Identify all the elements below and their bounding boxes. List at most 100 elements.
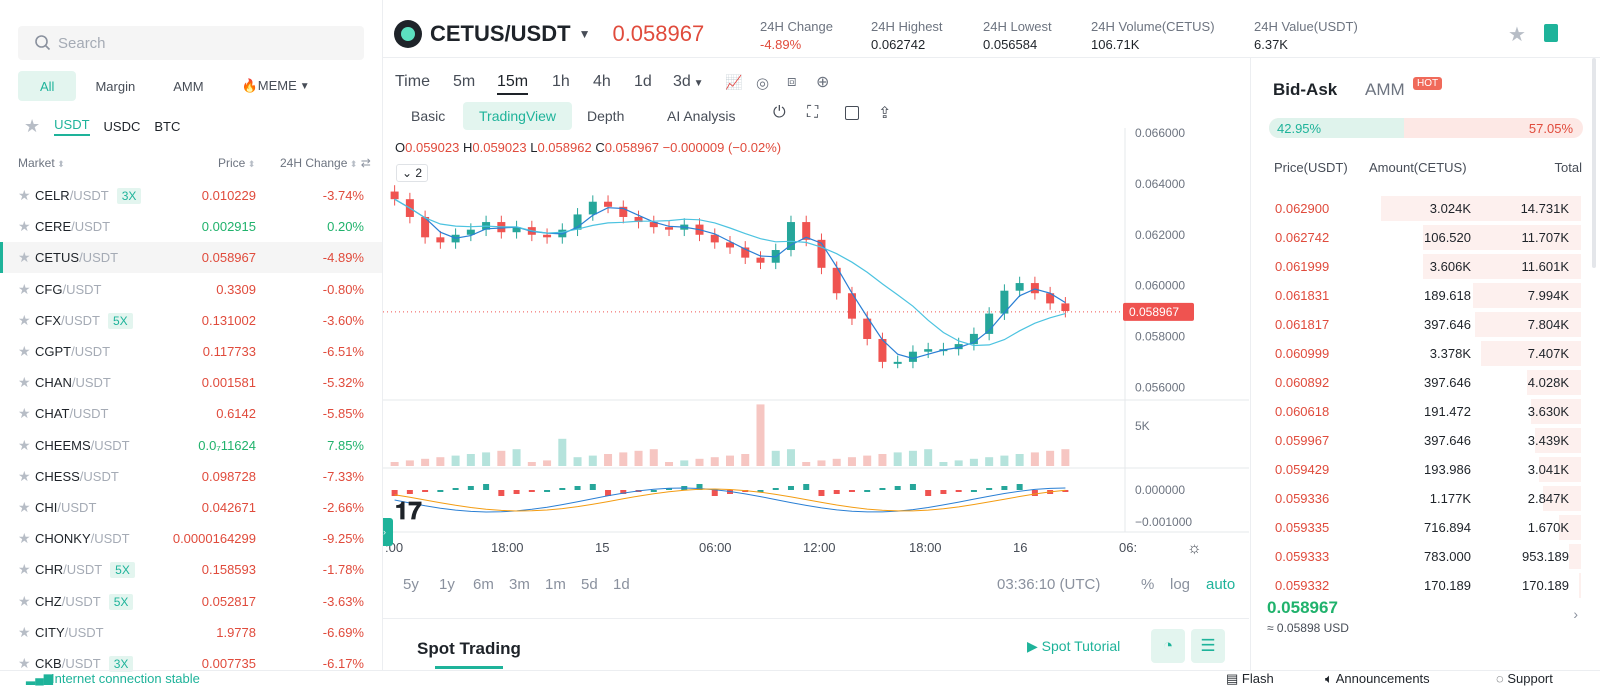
star-icon[interactable]: ★ <box>18 311 31 328</box>
market-row[interactable]: ★ CFX/USDT 5X 0.131002 -3.60% <box>0 305 382 336</box>
ask-row[interactable]: 0.061831 189.618 7.994K <box>1251 281 1581 310</box>
star-icon[interactable]: ★ <box>18 187 31 203</box>
quote-tab-usdt[interactable]: USDT <box>54 117 90 136</box>
candle-type-icon[interactable]: ⧈ <box>787 73 797 90</box>
range-1m[interactable]: 1m <box>545 576 566 593</box>
tab-margin[interactable]: Margin <box>95 78 136 94</box>
market-row[interactable]: ★ CKB/USDT 3X 0.007735 -6.17% <box>0 648 382 679</box>
market-row[interactable]: ★ CERE/USDT 0.002915 0.20% <box>0 211 382 242</box>
tf-3d[interactable]: 3d ▼ <box>673 73 703 91</box>
market-row[interactable]: ★ CHONKY/USDT 0.0000164299 -9.25% <box>0 523 382 554</box>
market-row[interactable]: ★ CGPT/USDT 0.117733 -6.51% <box>0 336 382 367</box>
star-icon[interactable]: ★ <box>18 405 31 422</box>
mode-ai-analysis[interactable]: AI Analysis <box>667 108 736 124</box>
ask-row[interactable]: 0.062742 106.520 11.707K <box>1251 223 1581 252</box>
market-row[interactable]: ★ CELR/USDT 3X 0.010229 -3.74% <box>0 180 382 211</box>
star-icon[interactable]: ★ <box>18 343 31 359</box>
book-icon[interactable] <box>1544 24 1558 42</box>
range-5y[interactable]: 5y <box>403 576 419 593</box>
tab-all[interactable]: All <box>18 71 77 101</box>
ask-row[interactable]: 0.059336 1.177K 2.847K <box>1251 484 1581 513</box>
range-1d[interactable]: 1d <box>613 576 630 593</box>
star-icon[interactable]: ★ <box>18 280 31 297</box>
price-chart[interactable]: 0.066000 0.064000 0.062000 0.060000 0.058000… <box>383 128 1249 618</box>
star-icon[interactable]: ★ <box>18 561 31 578</box>
ask-row[interactable]: 0.061999 3.606K 11.601K <box>1251 252 1581 281</box>
scrollbar[interactable] <box>1592 58 1596 268</box>
tf-4h[interactable]: 4h <box>593 73 611 90</box>
tf-time[interactable]: Time <box>395 73 430 90</box>
pair-selector[interactable]: CETUS/USDT ▼ 0.058967 <box>394 20 704 48</box>
ask-row[interactable]: 0.059429 193.986 3.041K <box>1251 455 1581 484</box>
range-1y[interactable]: 1y <box>439 576 455 593</box>
star-icon[interactable]: ★ <box>18 499 31 515</box>
scale-auto[interactable]: auto <box>1206 576 1236 593</box>
quote-tab-usdc[interactable]: USDC <box>103 119 141 134</box>
flash-link[interactable]: ▤ Flash <box>1226 671 1274 687</box>
market-row[interactable]: ★ CHESS/USDT 0.098728 -7.33% <box>0 461 382 492</box>
tab-amm[interactable]: AMM <box>1365 80 1405 99</box>
announcements-link[interactable]: 🔈︎ Announcements <box>1325 671 1430 687</box>
market-row[interactable]: ★ CHR/USDT 5X 0.158593 -1.78% <box>0 554 382 585</box>
mode-basic[interactable]: Basic <box>411 108 446 124</box>
ask-row[interactable]: 0.060999 3.378K 7.407K <box>1251 339 1581 368</box>
ask-row[interactable]: 0.059332 170.189 170.189 <box>1251 571 1581 600</box>
market-row[interactable]: ★ CHZ/USDT 5X 0.052817 -3.63% <box>0 586 382 617</box>
support-link[interactable]: ◌ Support <box>1496 671 1553 686</box>
ask-row[interactable]: 0.059333 783.000 953.189 <box>1251 542 1581 571</box>
market-row[interactable]: ★ CITY/USDT 1.9778 -6.69% <box>0 617 382 648</box>
add-icon[interactable]: ⊕ <box>816 74 830 91</box>
indicator-toggle[interactable]: ⌄ 2 <box>396 164 429 182</box>
tab-meme[interactable]: 🔥MEME ▼ <box>223 71 329 101</box>
tab-amm[interactable]: AMM <box>173 78 204 94</box>
quote-tab-btc[interactable]: BTC <box>154 119 181 134</box>
market-row[interactable]: ★ CETUS/USDT 0.058967 -4.89% <box>0 242 382 274</box>
power-icon[interactable]: ⏻ <box>773 104 786 121</box>
star-icon[interactable]: ★ <box>18 623 31 640</box>
column-change[interactable]: 24H Change ⬍ ⇄ <box>280 156 371 170</box>
market-row[interactable]: ★ CHAN/USDT 0.001581 -5.32% <box>0 367 382 398</box>
tf-1h[interactable]: 1h <box>552 73 570 90</box>
ask-row[interactable]: 0.061817 397.646 7.804K <box>1251 310 1581 339</box>
chart-settings-icon[interactable]: ☼ <box>1187 540 1202 557</box>
favorites-star-icon[interactable]: ★ <box>24 116 41 136</box>
share-icon[interactable]: ⇪ <box>878 105 892 122</box>
range-6m[interactable]: 6m <box>473 576 494 593</box>
column-market[interactable]: Market ⬍ <box>18 156 65 170</box>
star-icon[interactable]: ★ <box>18 467 31 484</box>
spot-tutorial-link[interactable]: ▶ Spot Tutorial <box>1027 638 1120 655</box>
chevron-right-icon[interactable]: › <box>1573 606 1578 622</box>
search-input[interactable]: Search <box>18 26 364 60</box>
ask-row[interactable]: 0.060618 191.472 3.630K <box>1251 397 1581 426</box>
sliders-icon[interactable]: ☰ <box>1191 629 1225 663</box>
panel-icon[interactable] <box>845 106 859 120</box>
swap-icon[interactable]: ⇄ <box>357 156 371 170</box>
ask-row[interactable]: 0.060892 397.646 4.028K <box>1251 368 1581 397</box>
star-icon[interactable]: ★ <box>18 530 31 547</box>
market-row[interactable]: ★ CHI/USDT 0.042671 -2.66% <box>0 492 382 523</box>
fullscreen-icon[interactable]: ⛶ <box>807 104 819 121</box>
star-icon[interactable]: ★ <box>18 655 31 671</box>
market-row[interactable]: ★ CHAT/USDT 0.6142 -5.85% <box>0 398 382 429</box>
sidebar-toggle-icon[interactable]: › <box>383 518 393 546</box>
star-icon[interactable]: ★ <box>18 592 31 609</box>
column-price[interactable]: Price ⬍ <box>218 156 255 170</box>
indicator-icon[interactable]: 📈 <box>725 74 743 90</box>
tf-15m[interactable]: 15m <box>497 73 529 95</box>
mode-depth[interactable]: Depth <box>587 108 625 124</box>
ask-row[interactable]: 0.059967 397.646 3.439K <box>1251 426 1581 455</box>
mode-tradingview[interactable]: TradingView <box>463 102 573 130</box>
tf-1d[interactable]: 1d <box>634 73 652 90</box>
star-icon[interactable]: ★ <box>18 374 31 391</box>
pie-chart-icon[interactable]: ◔ <box>1151 629 1185 663</box>
range-5d[interactable]: 5d <box>581 576 598 593</box>
tab-bid-ask[interactable]: Bid-Ask <box>1273 80 1338 99</box>
ask-row[interactable]: 0.062900 3.024K 14.731K <box>1251 194 1581 223</box>
scale-percent[interactable]: % <box>1141 576 1155 593</box>
tf-5m[interactable]: 5m <box>453 73 476 90</box>
star-icon[interactable]: ★ <box>18 436 31 453</box>
settings-icon[interactable]: ◎ <box>756 75 770 92</box>
star-icon[interactable]: ★ <box>18 249 31 266</box>
star-icon[interactable]: ★ <box>18 218 31 235</box>
market-row[interactable]: ★ CHEEMS/USDT 0.0₇11624 7.85% <box>0 430 382 461</box>
